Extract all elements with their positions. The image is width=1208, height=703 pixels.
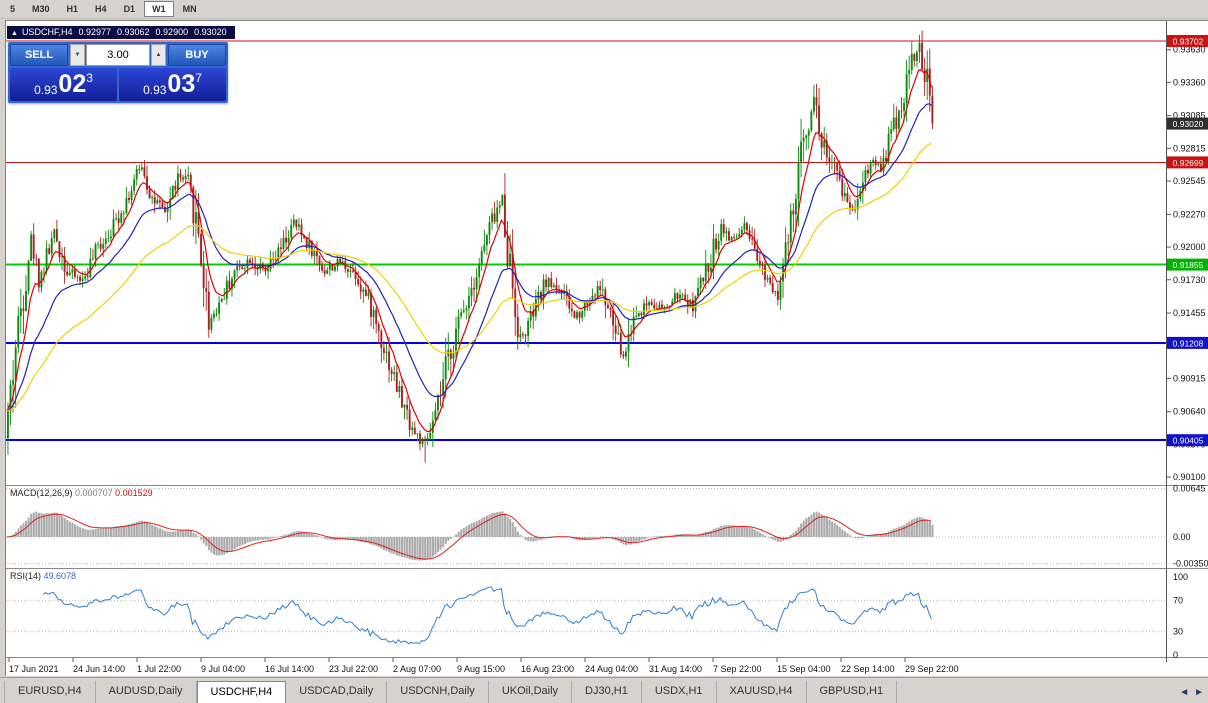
svg-text:0: 0 bbox=[1173, 650, 1178, 660]
candles-layer bbox=[7, 30, 934, 463]
timeframe-toolbar: 5 M30 H1 H4 D1 W1 MN bbox=[0, 0, 1208, 19]
svg-text:1 Jul 22:00: 1 Jul 22:00 bbox=[137, 664, 181, 674]
svg-text:17 Jun 2021: 17 Jun 2021 bbox=[9, 664, 59, 674]
tab-ukoil-daily[interactable]: UKOil,Daily bbox=[489, 681, 573, 703]
buy-price-point: 7 bbox=[195, 71, 202, 85]
svg-text:0.92545: 0.92545 bbox=[1173, 176, 1206, 186]
ohlc-low-value: 0.92900 bbox=[155, 27, 189, 37]
ohlc-close-value: 0.93020 bbox=[194, 27, 227, 37]
price-chart[interactable]: 0.93630 0.93360 0.93085 0.92815 0.92545 0.922… bbox=[6, 21, 1208, 676]
chart-tabs: EURUSD,H4 AUDUSD,Daily USDCHF,H4 USDCAD,Dai… bbox=[4, 681, 898, 703]
tab-scroll-controls: ◄ ► bbox=[1179, 687, 1204, 698]
ohlc-high-value: 0.93062 bbox=[117, 27, 150, 37]
tab-xauusd-h4[interactable]: XAUUSD,H4 bbox=[717, 681, 807, 703]
sell-button[interactable]: SELL bbox=[10, 44, 68, 66]
volume-stepper: ▼ ▲ bbox=[70, 44, 166, 66]
macd-panel: 0.00645 0.00 -0.00350 bbox=[6, 484, 1208, 568]
tab-usdcnh-daily[interactable]: USDCNH,Daily bbox=[387, 681, 489, 703]
svg-text:-0.00350: -0.00350 bbox=[1173, 558, 1208, 568]
svg-text:0.92699: 0.92699 bbox=[1173, 158, 1204, 168]
tab-scroll-left-button[interactable]: ◄ bbox=[1179, 687, 1190, 698]
svg-text:23 Jul 22:00: 23 Jul 22:00 bbox=[329, 664, 378, 674]
svg-text:0.92815: 0.92815 bbox=[1173, 143, 1206, 153]
svg-text:30: 30 bbox=[1173, 627, 1183, 637]
svg-text:0.90405: 0.90405 bbox=[1173, 436, 1204, 446]
svg-text:0.92270: 0.92270 bbox=[1173, 209, 1206, 219]
buy-price-pips: 03 bbox=[167, 70, 196, 98]
period-button-d1[interactable]: D1 bbox=[116, 1, 144, 17]
chart-tab-bar: EURUSD,H4 AUDUSD,Daily USDCHF,H4 USDCAD,Dai… bbox=[0, 677, 1208, 703]
svg-text:0.91455: 0.91455 bbox=[1173, 308, 1206, 318]
volume-decrease-button[interactable]: ▼ bbox=[70, 44, 85, 66]
svg-text:0.91730: 0.91730 bbox=[1173, 275, 1206, 285]
svg-text:15 Sep 04:00: 15 Sep 04:00 bbox=[777, 664, 831, 674]
horizontal-lines-layer bbox=[6, 40, 1167, 442]
price-badges: 0.93702 0.93020 0.92699 0.91855 0.91208 0.904… bbox=[1167, 35, 1208, 447]
period-button-h1[interactable]: H1 bbox=[59, 1, 87, 17]
sell-price-display[interactable]: 0.93 02 3 bbox=[10, 68, 117, 101]
period-button-5[interactable]: 5 bbox=[2, 1, 23, 17]
svg-text:24 Aug 04:00: 24 Aug 04:00 bbox=[585, 664, 638, 674]
tab-eurusd-h4[interactable]: EURUSD,H4 bbox=[4, 681, 96, 703]
svg-text:16 Jul 14:00: 16 Jul 14:00 bbox=[265, 664, 314, 674]
buy-button[interactable]: BUY bbox=[168, 44, 226, 66]
svg-text:0.90640: 0.90640 bbox=[1173, 407, 1206, 417]
sell-price-prefix: 0.93 bbox=[34, 83, 58, 97]
buy-price-prefix: 0.93 bbox=[143, 83, 167, 97]
svg-text:0.91208: 0.91208 bbox=[1173, 338, 1204, 348]
period-button-mn[interactable]: MN bbox=[175, 1, 205, 17]
symbol-marker-icon: ▲ bbox=[11, 30, 18, 37]
period-button-h4[interactable]: H4 bbox=[87, 1, 115, 17]
svg-text:16 Aug 23:00: 16 Aug 23:00 bbox=[521, 664, 574, 674]
svg-text:24 Jun 14:00: 24 Jun 14:00 bbox=[73, 664, 125, 674]
svg-text:70: 70 bbox=[1173, 595, 1183, 605]
period-button-w1[interactable]: W1 bbox=[144, 1, 174, 17]
svg-text:0.00645: 0.00645 bbox=[1173, 484, 1206, 494]
chart-title-bar: ▲ USDCHF,H4 0.92977 0.93062 0.92900 0.93020 bbox=[7, 26, 235, 39]
svg-text:0.93360: 0.93360 bbox=[1173, 77, 1206, 87]
svg-text:0.90915: 0.90915 bbox=[1173, 373, 1206, 383]
tab-usdchf-h4[interactable]: USDCHF,H4 bbox=[196, 681, 287, 703]
svg-text:0.90100: 0.90100 bbox=[1173, 472, 1206, 482]
tab-usdx-h1[interactable]: USDX,H1 bbox=[642, 681, 717, 703]
sell-price-pips: 02 bbox=[58, 70, 87, 98]
svg-text:29 Sep 22:00: 29 Sep 22:00 bbox=[905, 664, 959, 674]
tab-scroll-right-button[interactable]: ► bbox=[1194, 687, 1204, 698]
chart-window: 0.93630 0.93360 0.93085 0.92815 0.92545 0.922… bbox=[5, 20, 1208, 676]
sell-price-point: 3 bbox=[86, 71, 93, 85]
svg-text:7 Sep 22:00: 7 Sep 22:00 bbox=[713, 664, 762, 674]
svg-text:0.93085: 0.93085 bbox=[1173, 111, 1206, 121]
svg-text:22 Sep 14:00: 22 Sep 14:00 bbox=[841, 664, 895, 674]
panel-separators bbox=[6, 21, 1208, 662]
svg-text:100: 100 bbox=[1173, 572, 1188, 582]
svg-text:2 Aug 07:00: 2 Aug 07:00 bbox=[393, 664, 441, 674]
volume-increase-button[interactable]: ▲ bbox=[151, 44, 166, 66]
svg-text:0.93630: 0.93630 bbox=[1173, 45, 1206, 55]
period-button-m30[interactable]: M30 bbox=[24, 1, 58, 17]
svg-text:9 Jul 04:00: 9 Jul 04:00 bbox=[201, 664, 245, 674]
svg-text:0.93702: 0.93702 bbox=[1173, 37, 1204, 47]
svg-text:0.93020: 0.93020 bbox=[1173, 119, 1204, 129]
svg-text:0.92000: 0.92000 bbox=[1173, 242, 1206, 252]
chart-symbol-label: USDCHF,H4 bbox=[21, 27, 73, 37]
volume-input[interactable] bbox=[86, 44, 150, 66]
svg-text:9 Aug 15:00: 9 Aug 15:00 bbox=[457, 664, 505, 674]
tab-usdcad-daily[interactable]: USDCAD,Daily bbox=[286, 681, 388, 703]
tab-audusd-daily[interactable]: AUDUSD,Daily bbox=[96, 681, 197, 703]
svg-text:0.91855: 0.91855 bbox=[1173, 260, 1204, 270]
rsi-panel: 100 70 30 0 bbox=[6, 572, 1188, 660]
tab-dj30-h1[interactable]: DJ30,H1 bbox=[572, 681, 642, 703]
svg-text:31 Aug 14:00: 31 Aug 14:00 bbox=[649, 664, 702, 674]
svg-text:0.00: 0.00 bbox=[1173, 532, 1191, 542]
ohlc-open-value: 0.92977 bbox=[78, 27, 111, 37]
tab-gbpusd-h1[interactable]: GBPUSD,H1 bbox=[807, 681, 898, 703]
time-axis: 17 Jun 2021 24 Jun 14:00 1 Jul 22:00 9 Jul … bbox=[8, 658, 959, 674]
buy-price-display[interactable]: 0.93 03 7 bbox=[119, 68, 226, 101]
moving-averages-layer bbox=[6, 69, 932, 433]
